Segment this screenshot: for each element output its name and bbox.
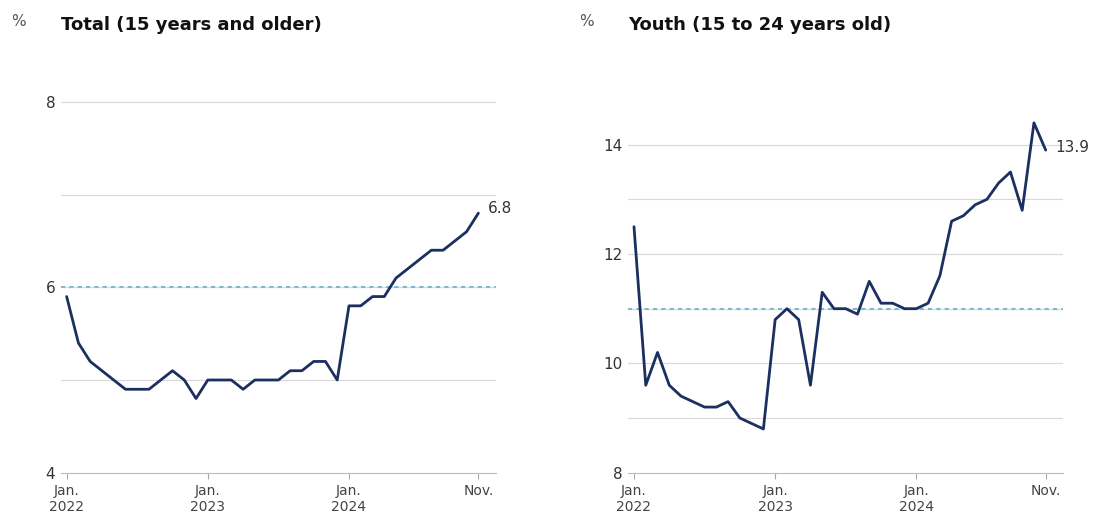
Text: %: % [579, 14, 593, 29]
Text: Total (15 years and older): Total (15 years and older) [61, 16, 322, 34]
Text: %: % [11, 14, 25, 29]
Text: 13.9: 13.9 [1055, 140, 1090, 155]
Text: 6.8: 6.8 [487, 201, 512, 216]
Text: Youth (15 to 24 years old): Youth (15 to 24 years old) [628, 16, 892, 34]
